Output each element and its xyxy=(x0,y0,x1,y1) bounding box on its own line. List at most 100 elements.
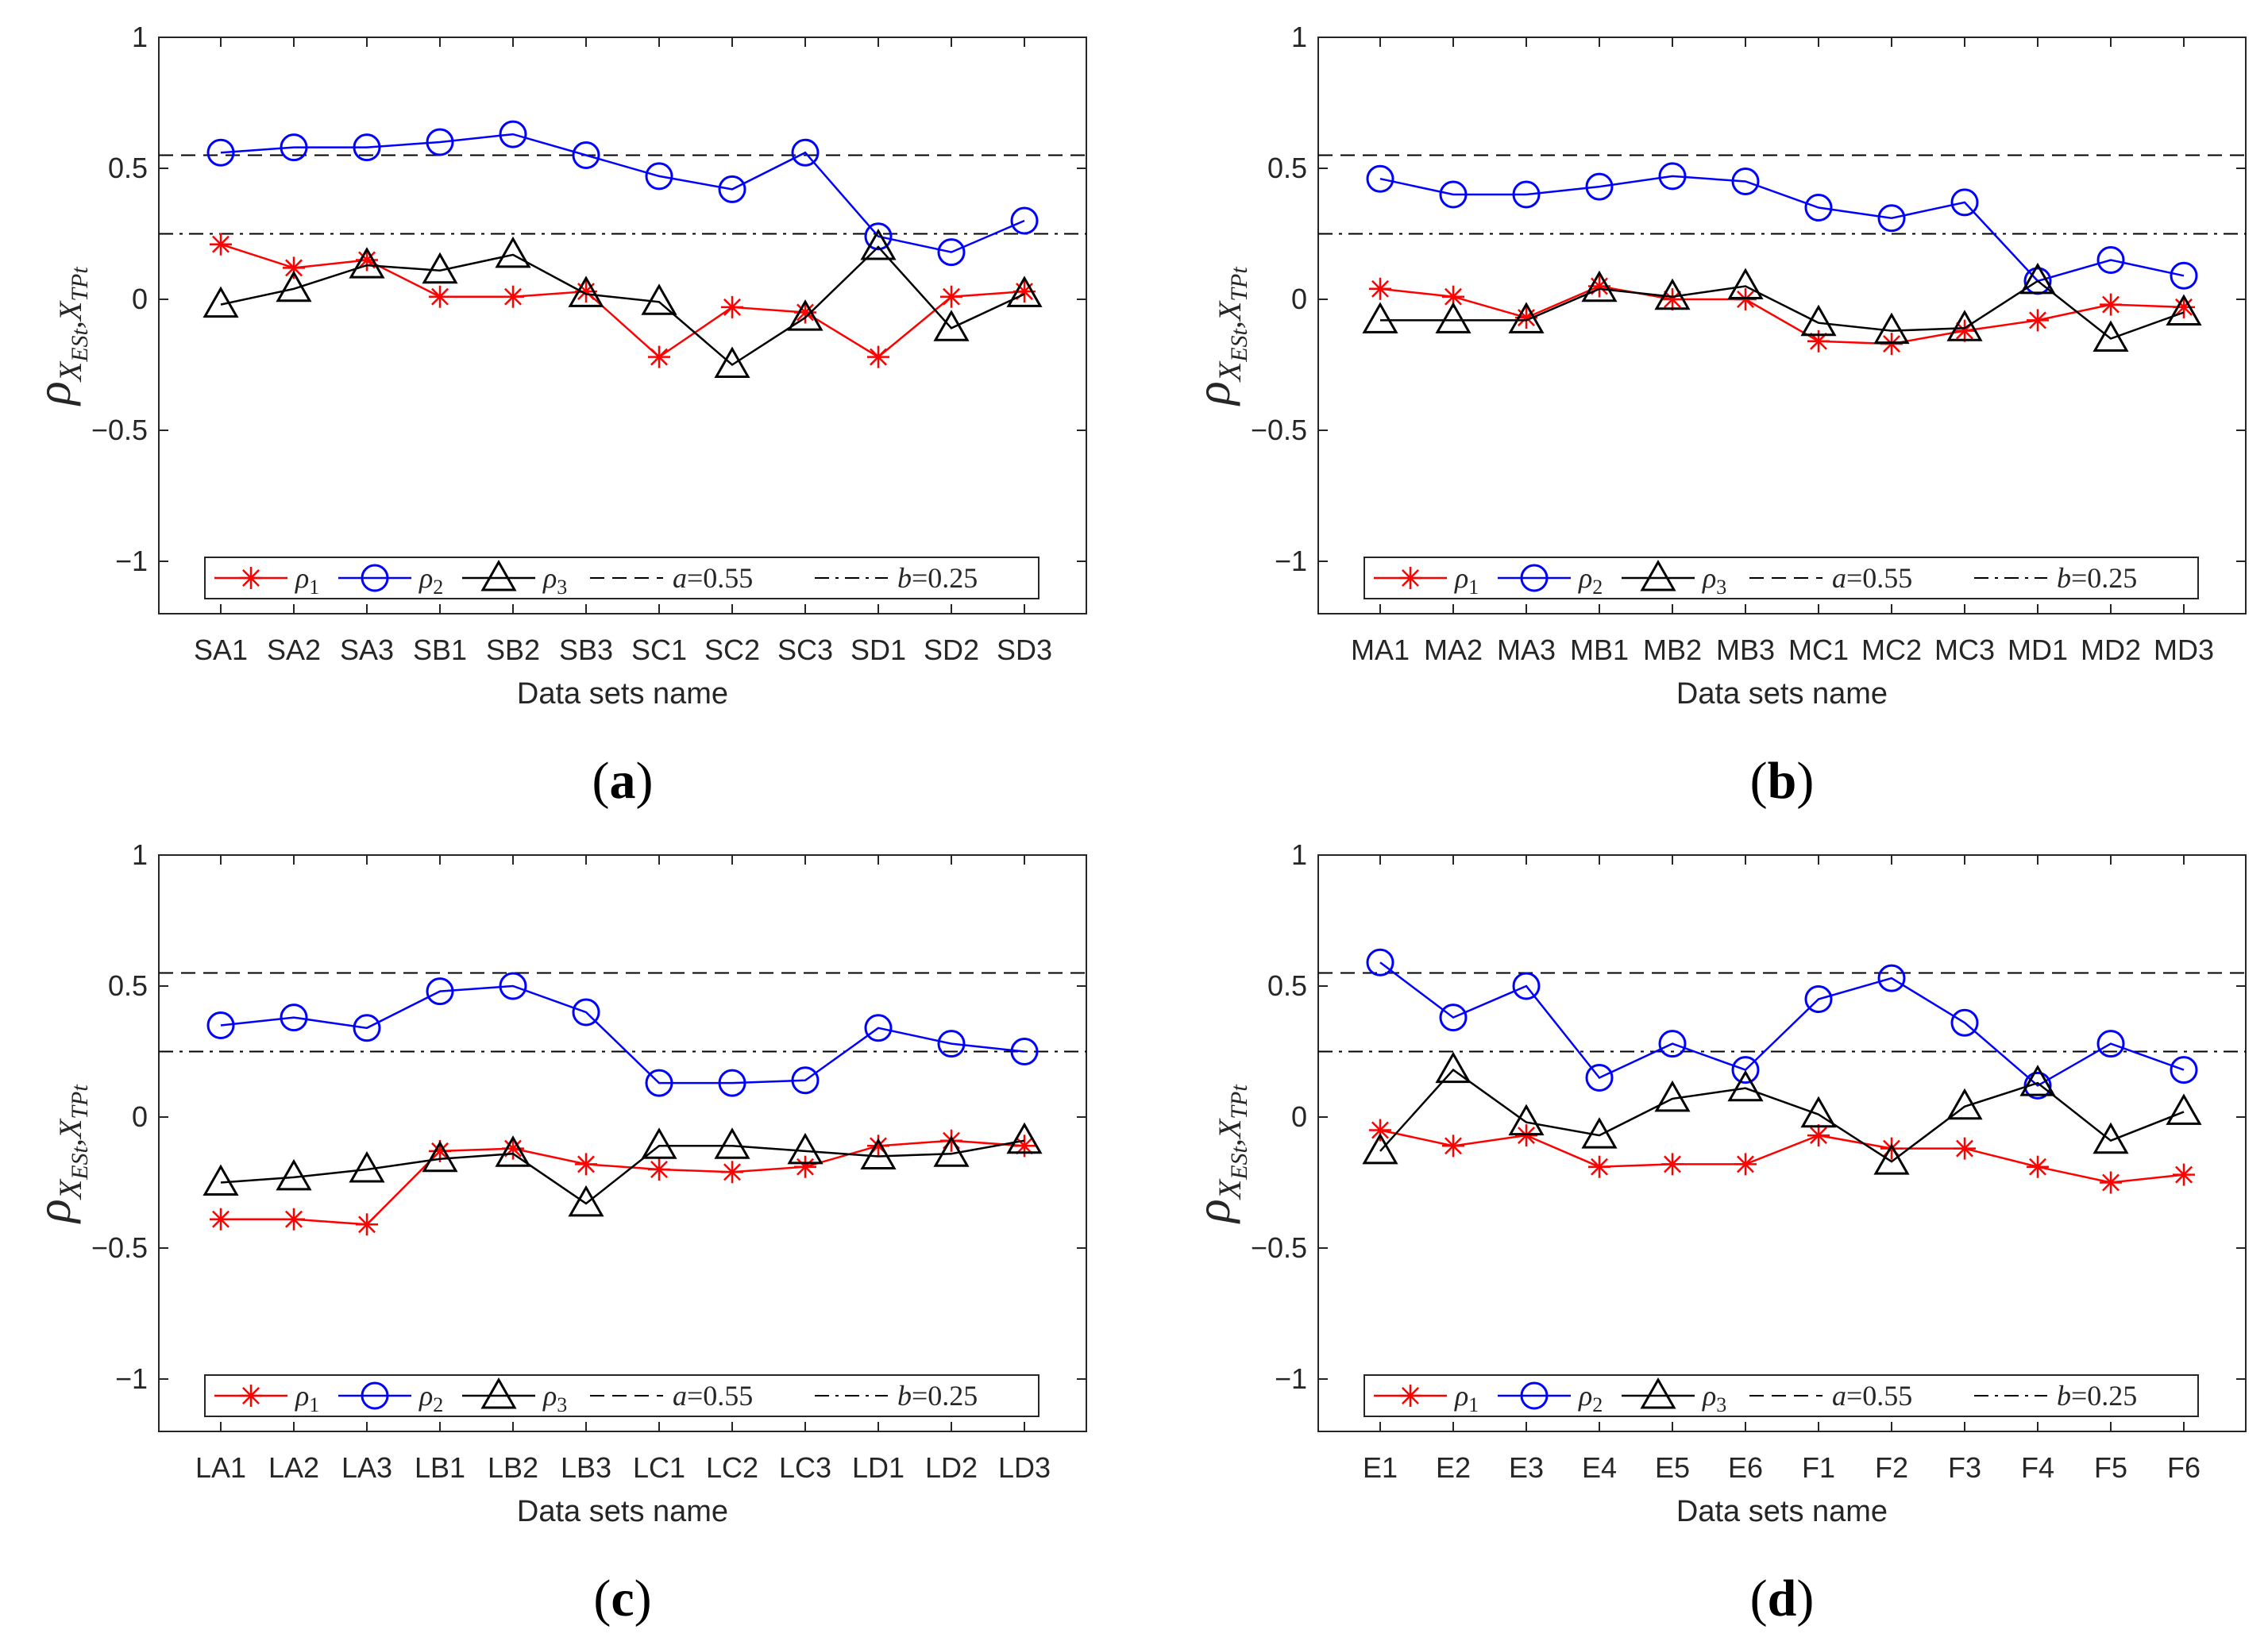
data-point xyxy=(422,252,458,284)
legend-label-b: b=0.25 xyxy=(897,1380,978,1412)
x-tick-label: MD1 xyxy=(2008,634,2068,666)
data-point xyxy=(349,1150,385,1183)
y-tick-label: 0.5 xyxy=(108,969,148,1002)
legend-marker xyxy=(240,567,262,589)
data-point xyxy=(1006,1122,1043,1154)
data-point xyxy=(1362,1132,1398,1165)
series-asterisk xyxy=(210,1129,1036,1236)
series-triangle xyxy=(202,1122,1043,1217)
data-point xyxy=(2100,293,2122,316)
x-tick-label: LB1 xyxy=(415,1451,465,1484)
y-axis-title: ρXESt,XTPt xyxy=(27,267,93,406)
data-point xyxy=(2166,294,2202,326)
data-point xyxy=(1439,180,1468,209)
y-tick-label: 0.5 xyxy=(1267,152,1307,184)
series-line xyxy=(220,243,1025,359)
data-point xyxy=(1442,1135,1464,1158)
x-tick-label: E2 xyxy=(1436,1451,1471,1484)
series-line xyxy=(220,245,1025,367)
axes-box xyxy=(158,854,1087,1432)
data-point xyxy=(1877,964,1906,992)
data-point xyxy=(353,1014,381,1042)
data-point xyxy=(1807,329,1830,352)
data-point xyxy=(202,286,239,318)
data-point xyxy=(568,275,604,307)
data-point xyxy=(1581,1117,1618,1149)
data-point xyxy=(422,1140,458,1173)
legend-label: ρ2 xyxy=(418,1380,443,1416)
series-line xyxy=(220,984,1025,1084)
legend-marker xyxy=(1520,564,1549,592)
data-point xyxy=(860,1138,897,1169)
data-point xyxy=(648,1158,670,1181)
x-tick-label: F3 xyxy=(1948,1451,1981,1484)
data-point xyxy=(2019,262,2056,295)
data-point xyxy=(283,256,305,279)
data-point xyxy=(502,285,524,308)
panel-d: 1 0.5 0 −0.5 −1 E1 E2 E3 E4 E5 E6 F1 F2 F3 F4 F5 F6 Data … xyxy=(1186,838,2247,1628)
legend: ρ1 ρ2 ρ3 a=0.55 b=0.25 xyxy=(204,557,1040,599)
data-point xyxy=(1950,1008,1979,1037)
data-point xyxy=(1439,1004,1468,1032)
series-line xyxy=(221,1139,1025,1226)
legend: ρ1 ρ2 ρ3 a=0.55 b=0.25 xyxy=(204,1374,1040,1417)
legend-marker xyxy=(1640,559,1676,591)
series-line xyxy=(1380,279,2185,340)
x-tick-label: E1 xyxy=(1363,1451,1398,1484)
x-tick-label: MD2 xyxy=(2081,634,2141,666)
data-point xyxy=(933,1135,970,1167)
data-point xyxy=(1661,1153,1684,1176)
x-axis-title: Data sets name xyxy=(1676,677,1888,711)
x-tick-label: LC2 xyxy=(706,1451,758,1484)
series-asterisk xyxy=(1369,1119,2195,1194)
x-tick-label: MC3 xyxy=(1934,634,1995,666)
legend-label: ρ2 xyxy=(1578,562,1603,599)
data-point xyxy=(937,238,966,267)
series-triangle xyxy=(202,228,1043,378)
x-tick-label: SD2 xyxy=(924,634,979,666)
data-point xyxy=(2092,320,2129,352)
data-point xyxy=(794,301,816,324)
data-point xyxy=(210,233,232,256)
x-axis-title: Data sets name xyxy=(517,677,728,711)
series-asterisk xyxy=(210,233,1036,368)
data-point xyxy=(1804,194,1833,222)
x-tick-label: MB2 xyxy=(1643,634,1702,666)
data-point xyxy=(349,247,385,279)
x-tick-label: MA2 xyxy=(1424,634,1483,666)
data-point xyxy=(495,236,531,268)
data-point xyxy=(1435,302,1472,333)
x-tick-label: E3 xyxy=(1509,1451,1544,1484)
series-line xyxy=(1379,175,2185,283)
panel-caption: (a) xyxy=(592,752,654,810)
data-point xyxy=(280,1004,308,1032)
data-point xyxy=(1512,180,1541,209)
y-axis-title: ρXESt,XTPt xyxy=(1186,1084,1252,1224)
data-point xyxy=(1800,1096,1837,1128)
data-point xyxy=(1804,985,1833,1013)
legend-label: ρ3 xyxy=(1702,1380,1726,1416)
x-tick-label: LD2 xyxy=(925,1451,978,1484)
data-point xyxy=(1366,164,1394,193)
legend-label-a: a=0.55 xyxy=(673,1380,753,1412)
panel-caption: (d) xyxy=(1750,1570,1815,1628)
legend-label-b: b=0.25 xyxy=(2057,1380,2137,1412)
data-point xyxy=(2173,1163,2195,1186)
legend-label: ρ2 xyxy=(418,562,443,599)
data-point xyxy=(1006,275,1043,307)
x-axis-title: Data sets name xyxy=(1676,1495,1888,1528)
legend-label: ρ1 xyxy=(295,562,319,599)
data-point xyxy=(2027,1155,2049,1178)
data-point xyxy=(1512,972,1541,1000)
data-point xyxy=(787,1132,824,1165)
x-tick-label: LA2 xyxy=(268,1451,319,1484)
data-point xyxy=(718,1069,746,1097)
data-point xyxy=(1010,1038,1039,1065)
x-axis-title: Data sets name xyxy=(517,1495,728,1528)
legend-label: ρ2 xyxy=(1578,1380,1603,1416)
data-point xyxy=(210,1208,232,1231)
data-point xyxy=(568,1185,604,1217)
data-point xyxy=(1654,1080,1691,1112)
y-tick-label: 1 xyxy=(1291,838,1307,871)
